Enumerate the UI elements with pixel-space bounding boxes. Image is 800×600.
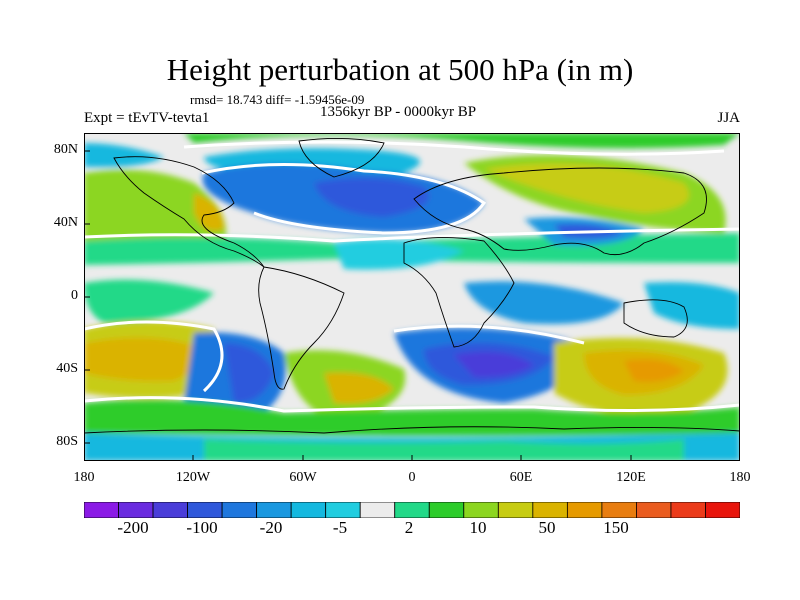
colorbar-swatch xyxy=(428,502,465,518)
lon-label-120e: 120E xyxy=(616,470,646,485)
colorbar-swatch xyxy=(359,502,396,518)
lon-label-0: 0 xyxy=(408,470,416,485)
lat-label-40s: 40S xyxy=(56,361,78,376)
colorbar-swatch xyxy=(497,502,534,518)
colorbar-swatch xyxy=(636,502,672,518)
lat-label-0: 0 xyxy=(71,288,78,303)
north-america-coast xyxy=(113,156,265,268)
colorbar xyxy=(84,502,740,518)
tick-marks xyxy=(84,150,632,461)
contour-map xyxy=(84,133,740,461)
colorbar-swatch xyxy=(290,502,327,518)
greenland-coast xyxy=(298,137,385,178)
zero-contours xyxy=(84,140,740,413)
lon-label-180e: 180 xyxy=(729,470,751,485)
colorbar-label: 10 xyxy=(469,518,487,537)
experiment-label: Expt = tEvTV-tevta1 xyxy=(84,110,210,126)
colorbar-swatch xyxy=(601,502,637,518)
lon-label-180w: 180 xyxy=(73,470,95,485)
lat-label-40n: 40N xyxy=(53,215,78,230)
colorbar-label: 150 xyxy=(603,518,629,537)
australia-coast xyxy=(623,299,688,338)
lon-label-120w: 120W xyxy=(175,470,211,485)
colorbar-swatch xyxy=(84,502,119,518)
lat-label-80n: 80N xyxy=(53,142,78,157)
coastlines xyxy=(84,137,740,434)
colorbar-swatch xyxy=(152,502,188,518)
antarctica-coast xyxy=(84,426,740,434)
period-text: 1356kyr BP - 0000kyr BP xyxy=(320,104,477,120)
lon-label-60w: 60W xyxy=(289,470,317,485)
stats-text: rmsd= 18.743 diff= -1.59456e-09 xyxy=(190,92,365,107)
colorbar-swatch xyxy=(705,502,740,518)
colorbar-label: -5 xyxy=(332,518,348,537)
colorbar-swatch xyxy=(187,502,223,518)
south-america-coast xyxy=(258,266,345,390)
lon-label-60e: 60E xyxy=(509,470,533,485)
colorbar-swatch xyxy=(532,502,568,518)
colorbar-label: 50 xyxy=(538,518,556,537)
colorbar-swatch xyxy=(256,502,292,518)
colorbar-swatch xyxy=(394,502,430,518)
colorbar-swatch xyxy=(463,502,499,518)
colorbar-swatch xyxy=(670,502,706,518)
season-label: JJA xyxy=(717,110,740,126)
colorbar-label: -100 xyxy=(186,518,218,537)
lat-label-80s: 80S xyxy=(56,434,78,449)
colorbar-label: -200 xyxy=(117,518,149,537)
colorbar-swatch xyxy=(118,502,154,518)
colorbar-swatch xyxy=(221,502,258,518)
colorbar-swatch xyxy=(325,502,361,518)
colorbar-label: 2 xyxy=(404,518,414,537)
page-title: Height perturbation at 500 hPa (in m) xyxy=(166,52,634,87)
eurasia-coast xyxy=(413,167,707,256)
colorbar-swatch xyxy=(566,502,603,518)
colorbar-label: -20 xyxy=(259,518,283,537)
africa-coast xyxy=(403,237,515,348)
